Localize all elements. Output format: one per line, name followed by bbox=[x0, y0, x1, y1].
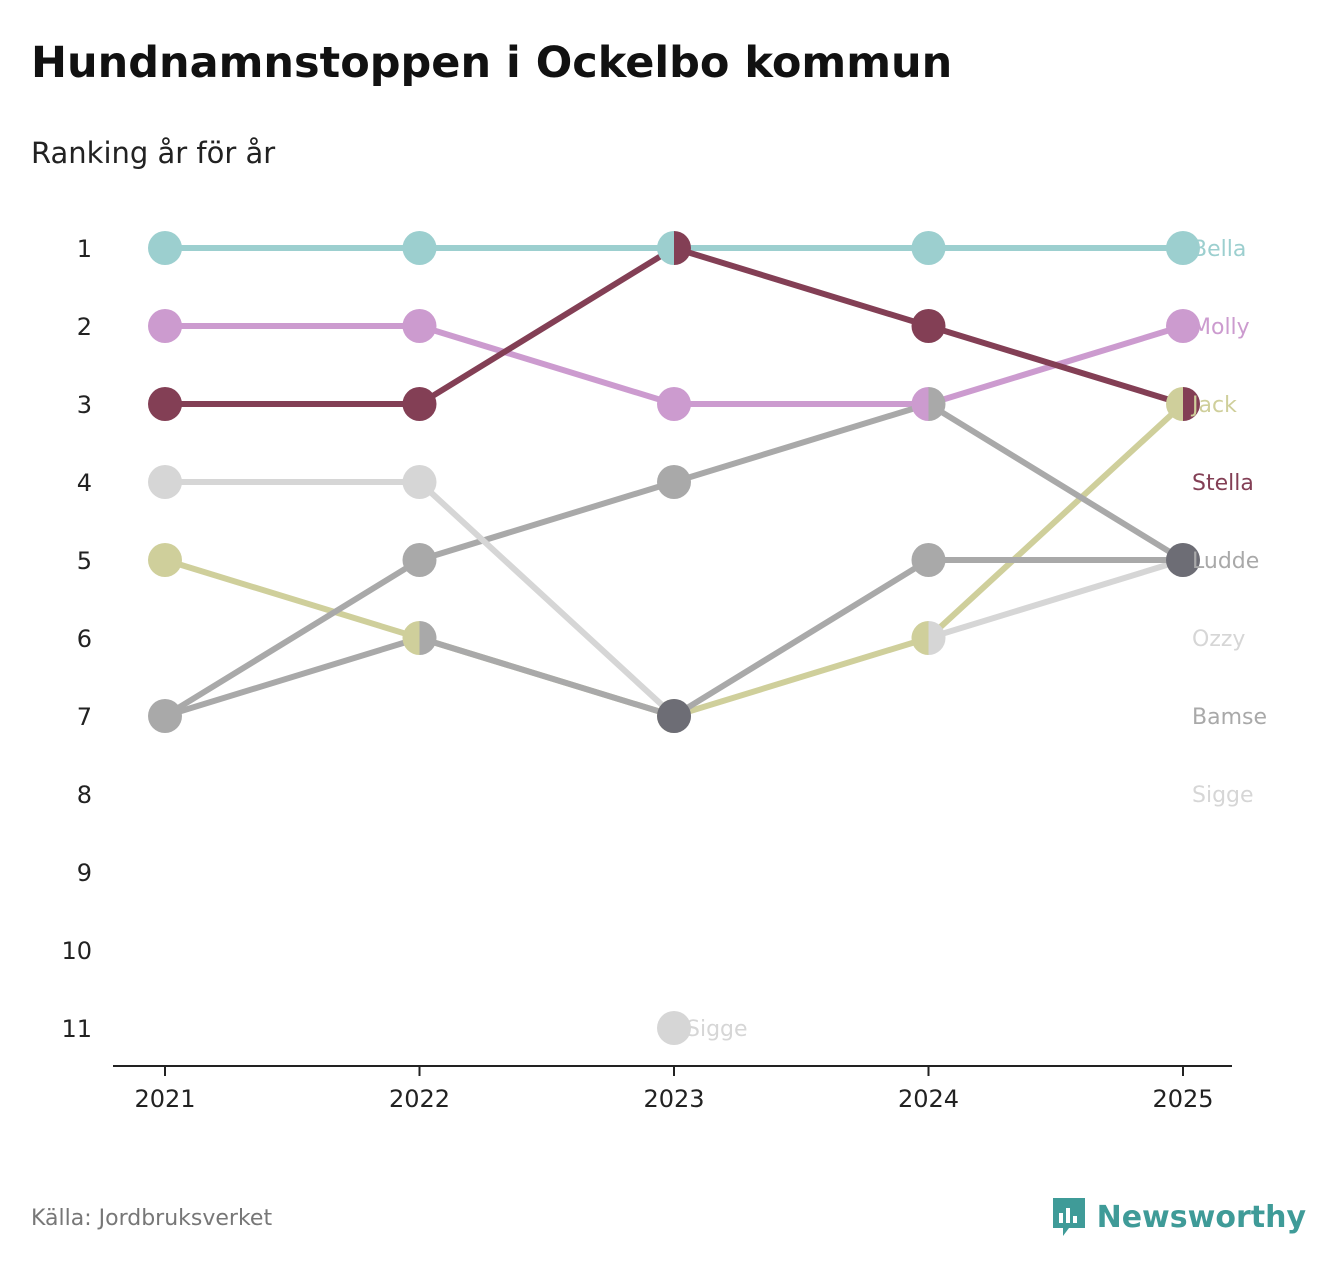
y-tick-label: 4 bbox=[77, 469, 92, 497]
point-stella-2022 bbox=[402, 387, 437, 421]
source-note: Källa: Jordbruksverket bbox=[31, 1206, 273, 1231]
end-label-ludde: Ludde bbox=[1192, 549, 1259, 574]
y-tick-label: 8 bbox=[77, 781, 92, 809]
point-bella-2025 bbox=[1166, 231, 1200, 265]
point-stella-2024 bbox=[911, 309, 946, 343]
point-jack-ozzy-2024-right bbox=[928, 621, 946, 655]
point-ludde-bamse-2021 bbox=[148, 699, 182, 733]
point-bella-2021 bbox=[148, 231, 182, 265]
y-tick-label: 3 bbox=[77, 391, 92, 419]
point-bella-2024 bbox=[911, 231, 946, 265]
point-sigge-2021 bbox=[148, 465, 182, 499]
point-label-sigge: Sigge bbox=[686, 1017, 748, 1042]
end-label-stella: Stella bbox=[1192, 471, 1254, 496]
y-tick-label: 5 bbox=[77, 547, 92, 575]
point-molly-2021 bbox=[148, 309, 182, 343]
series-line-bamse bbox=[162, 557, 1186, 719]
point-molly-2022 bbox=[402, 309, 437, 343]
point-bella-stella-2023-left bbox=[657, 231, 674, 265]
x-tick-label: 2023 bbox=[643, 1085, 704, 1113]
y-tick-label: 11 bbox=[61, 1015, 92, 1043]
y-tick-label: 7 bbox=[77, 703, 92, 731]
x-tick-label: 2024 bbox=[898, 1085, 959, 1113]
point-molly-2023 bbox=[657, 387, 691, 421]
series-line-sigge bbox=[162, 479, 677, 719]
end-label-bamse: Bamse bbox=[1192, 705, 1267, 730]
point-jack-stella-2025-left bbox=[1166, 387, 1183, 421]
point-sigge-2022 bbox=[402, 465, 437, 499]
point-ludde-2023 bbox=[657, 465, 691, 499]
end-label-molly: Molly bbox=[1192, 315, 1250, 340]
end-label-jack: Jack bbox=[1190, 393, 1237, 418]
brand-name[interactable]: Newsworthy bbox=[1096, 1199, 1306, 1235]
point-bella-2022 bbox=[402, 231, 437, 265]
point-bella-stella-2023-right bbox=[674, 231, 691, 265]
point-molly-ludde-2024-left bbox=[911, 387, 929, 421]
point-jack-bamse-2022-left bbox=[402, 621, 420, 655]
page-title: Hundnamnstoppen i Ockelbo kommun bbox=[31, 38, 953, 88]
point-stella-2021 bbox=[148, 387, 182, 421]
x-tick-label: 2021 bbox=[134, 1085, 195, 1113]
brand-logo: Newsworthy bbox=[1051, 1196, 1306, 1238]
point-molly-2025 bbox=[1166, 309, 1200, 343]
point-ludde-2022 bbox=[402, 543, 437, 577]
y-tick-label: 1 bbox=[77, 235, 92, 263]
bump-chart: 1 2 3 4 5 6 7 8 9 10 11 2021 2022 2023 2024 2025 Sigge B… bbox=[61, 231, 1267, 1113]
bar-chart-icon bbox=[1052, 1198, 1085, 1236]
y-tick-label: 9 bbox=[77, 859, 92, 887]
y-tick-label: 2 bbox=[77, 313, 92, 341]
end-label-ozzy: Ozzy bbox=[1192, 627, 1245, 652]
x-tick-label: 2022 bbox=[389, 1085, 450, 1113]
point-jack-stella-2025-right bbox=[1183, 387, 1200, 421]
point-overlap-2025 bbox=[1166, 543, 1200, 577]
y-tick-label: 6 bbox=[77, 625, 92, 653]
point-molly-ludde-2024-right bbox=[928, 387, 946, 421]
point-sigge-2023 bbox=[657, 1011, 691, 1045]
point-jack-ozzy-2024-left bbox=[911, 621, 929, 655]
point-bamse-2024 bbox=[911, 543, 946, 577]
point-overlap-2023 bbox=[657, 699, 691, 733]
end-label-sigge: Sigge bbox=[1192, 783, 1254, 808]
y-tick-label: 10 bbox=[61, 937, 92, 965]
x-tick-label: 2025 bbox=[1152, 1085, 1213, 1113]
end-label-bella: Bella bbox=[1192, 237, 1246, 262]
series-line-ozzy bbox=[925, 557, 1186, 641]
chart-subtitle: Ranking år för år bbox=[31, 136, 276, 170]
point-jack-2021 bbox=[148, 543, 182, 577]
point-jack-bamse-2022-right bbox=[419, 621, 437, 655]
